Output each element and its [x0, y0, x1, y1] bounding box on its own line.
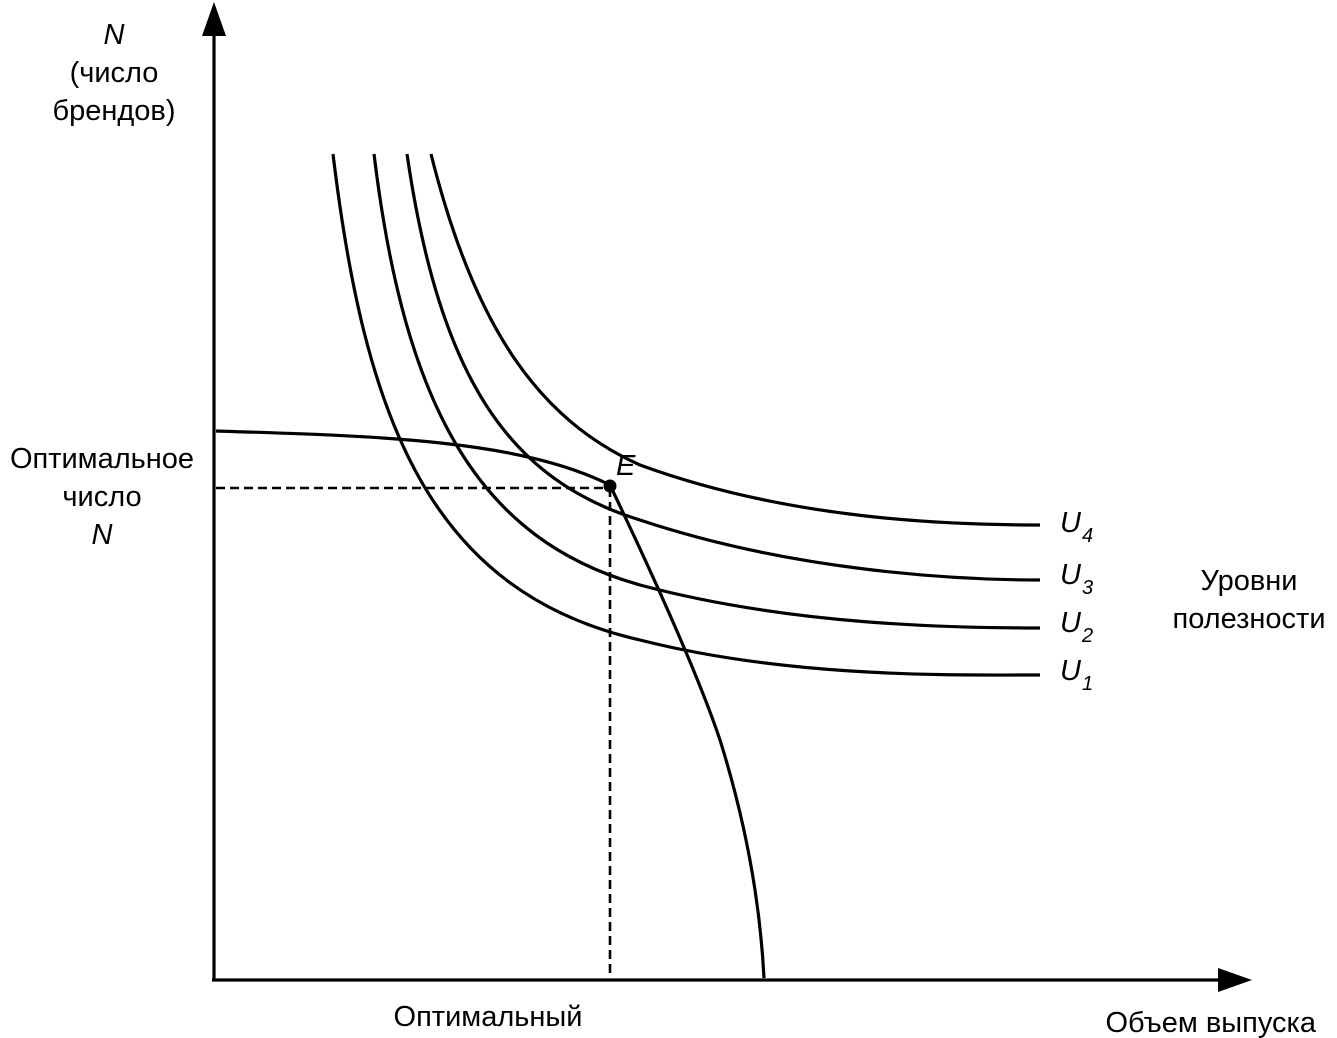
utility-label-u3: U3: [1060, 559, 1093, 599]
y-axis-symbol: N: [104, 19, 125, 51]
utility-label-u1: U1: [1060, 655, 1093, 695]
utility-curve-u1: [331, 153, 1041, 677]
utility-label-u2: U2: [1060, 607, 1093, 647]
optimal-n-label-line1: Оптимальное: [10, 443, 194, 475]
x-axis-label: Объем выпуска: [1105, 1007, 1316, 1038]
optimal-output-label: Оптимальный: [394, 1001, 583, 1033]
utility-curve-u4: [429, 153, 1041, 527]
utility-levels-label-line1: Уровни: [1201, 565, 1298, 597]
equilibrium-label: E: [616, 450, 636, 482]
optimal-n-label-line3: N: [92, 519, 113, 551]
utility-curve-u2: [372, 153, 1041, 630]
y-axis-label-line2: брендов): [53, 95, 176, 127]
utility-curve-u3: [405, 153, 1041, 582]
utility-levels-label-line2: полезности: [1172, 603, 1325, 635]
y-axis-arrowhead: [202, 2, 226, 36]
possibility-frontier-curve: [215, 429, 766, 979]
x-axis-arrowhead: [1218, 968, 1252, 992]
y-axis-label-line1: (число: [70, 57, 159, 89]
utility-label-u4: U4: [1060, 507, 1093, 547]
optimal-n-label-line2: число: [62, 481, 141, 513]
equilibrium-point: [603, 479, 617, 493]
